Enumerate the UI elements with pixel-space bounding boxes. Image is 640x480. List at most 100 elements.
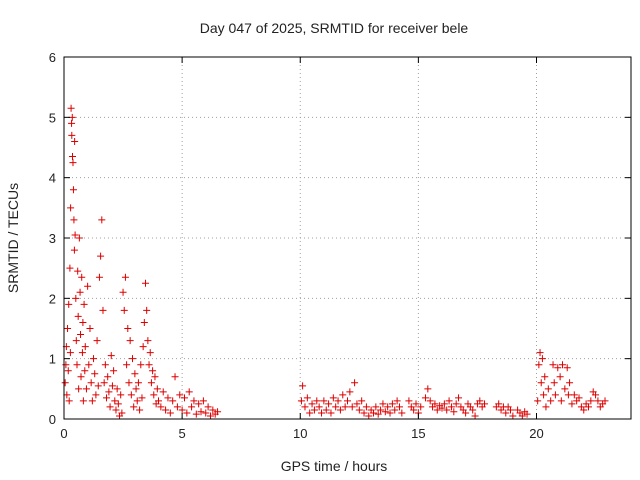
- data-point: [153, 385, 161, 393]
- data-point: [395, 403, 403, 411]
- data-point: [120, 306, 128, 314]
- data-point: [65, 300, 73, 308]
- data-point: [73, 361, 81, 369]
- data-point: [299, 382, 307, 390]
- data-point: [535, 361, 543, 369]
- data-point: [134, 379, 142, 387]
- data-point: [398, 409, 406, 417]
- data-point: [72, 294, 80, 302]
- data-point: [142, 279, 150, 287]
- data-point: [178, 406, 186, 414]
- x-tick-label: 15: [411, 426, 425, 441]
- data-point: [87, 379, 95, 387]
- data-point: [69, 153, 77, 161]
- data-point: [507, 406, 515, 414]
- data-point: [63, 391, 71, 399]
- data-point: [88, 397, 96, 405]
- data-point: [206, 412, 214, 420]
- data-point: [149, 367, 157, 375]
- data-point: [339, 391, 347, 399]
- data-point: [315, 403, 323, 411]
- data-point: [412, 400, 420, 408]
- data-point: [65, 397, 73, 405]
- data-point: [308, 400, 316, 408]
- data-point: [119, 288, 127, 296]
- data-point: [417, 403, 425, 411]
- y-tick-label: 1: [49, 352, 56, 367]
- data-point: [523, 410, 531, 418]
- data-point: [556, 373, 564, 381]
- data-point: [322, 406, 330, 414]
- data-point: [197, 408, 205, 416]
- data-point: [107, 352, 115, 360]
- data-point: [106, 403, 114, 411]
- data-point: [98, 216, 106, 224]
- x-axis-label: GPS time / hours: [281, 458, 388, 474]
- data-point: [157, 403, 165, 411]
- data-point: [123, 361, 131, 369]
- data-point: [440, 400, 448, 408]
- data-point: [592, 391, 600, 399]
- data-point: [584, 403, 592, 411]
- data-point: [144, 337, 152, 345]
- data-point: [544, 385, 552, 393]
- data-point: [438, 404, 446, 412]
- data-point: [306, 409, 314, 417]
- data-point: [518, 412, 526, 420]
- data-point: [318, 409, 326, 417]
- data-point: [85, 361, 93, 369]
- data-point: [131, 370, 139, 378]
- data-point: [405, 397, 413, 405]
- data-point: [76, 288, 84, 296]
- data-point: [99, 306, 107, 314]
- data-point: [75, 234, 83, 242]
- data-point: [353, 400, 361, 408]
- data-point: [557, 397, 565, 405]
- data-point: [132, 385, 140, 393]
- data-point: [369, 409, 377, 417]
- data-point: [84, 282, 92, 290]
- data-point: [100, 379, 108, 387]
- data-point: [214, 408, 222, 416]
- data-point: [61, 379, 69, 387]
- data-point: [105, 388, 113, 396]
- y-axis-label: SRMTID / TECUs: [5, 183, 21, 293]
- data-point: [67, 104, 75, 112]
- data-point: [180, 394, 188, 402]
- axis-ticks: 0 5 10 15 20 0 1 2 3 4 5 6: [49, 50, 631, 441]
- data-point: [69, 159, 77, 167]
- data-point: [90, 355, 98, 363]
- data-point: [374, 410, 382, 418]
- data-point: [301, 403, 309, 411]
- data-point: [410, 406, 418, 414]
- data-point: [126, 337, 134, 345]
- data-point: [74, 267, 82, 275]
- data-point: [550, 379, 558, 387]
- data-point: [114, 400, 122, 408]
- data-point: [93, 337, 101, 345]
- data-point: [568, 400, 576, 408]
- data-point: [70, 216, 78, 224]
- data-point: [325, 400, 333, 408]
- data-point: [447, 403, 455, 411]
- data-point: [329, 394, 337, 402]
- data-point: [121, 273, 129, 281]
- data-point: [81, 343, 89, 351]
- data-point: [91, 370, 99, 378]
- data-point: [455, 394, 463, 402]
- data-point: [64, 367, 72, 375]
- data-point: [365, 412, 373, 420]
- x-tick-label: 20: [529, 426, 543, 441]
- data-point: [303, 394, 311, 402]
- data-point: [124, 325, 132, 332]
- data-point: [94, 382, 102, 390]
- data-point: [68, 119, 76, 127]
- data-point: [129, 355, 137, 363]
- data-point: [551, 391, 559, 399]
- data-point: [185, 388, 193, 396]
- data-point: [71, 231, 79, 239]
- data-point: [481, 400, 489, 408]
- data-point: [159, 388, 167, 396]
- data-point: [112, 406, 120, 414]
- data-point: [164, 394, 172, 402]
